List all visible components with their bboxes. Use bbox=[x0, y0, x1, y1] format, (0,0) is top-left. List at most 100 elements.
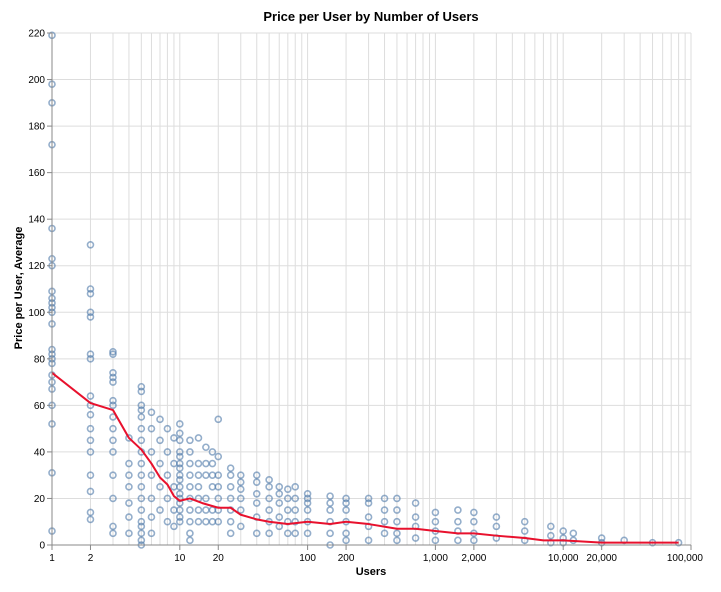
data-point bbox=[291, 517, 300, 526]
data-point bbox=[214, 415, 223, 424]
data-point bbox=[156, 483, 164, 491]
trend-line bbox=[51, 371, 679, 544]
data-point bbox=[326, 499, 334, 507]
data-point bbox=[176, 448, 184, 456]
data-point bbox=[125, 499, 133, 507]
data-point bbox=[214, 471, 223, 479]
data-point bbox=[109, 529, 117, 538]
data-point bbox=[163, 494, 172, 503]
data-point bbox=[186, 536, 194, 545]
x-tick-label: 20 bbox=[213, 553, 225, 564]
data-point bbox=[226, 483, 235, 491]
data-point bbox=[202, 459, 210, 468]
data-point bbox=[342, 494, 350, 503]
data-point bbox=[236, 471, 245, 479]
data-point bbox=[170, 522, 178, 531]
data-point bbox=[380, 506, 389, 514]
data-point bbox=[137, 387, 146, 396]
data-point bbox=[275, 499, 284, 507]
data-point bbox=[109, 471, 117, 479]
data-point bbox=[411, 499, 420, 507]
data-point bbox=[236, 494, 245, 503]
x-tick-label: 2,000 bbox=[461, 553, 486, 564]
data-point bbox=[214, 517, 223, 526]
data-point bbox=[291, 494, 300, 503]
data-point bbox=[147, 448, 156, 456]
data-point bbox=[202, 494, 210, 503]
data-point bbox=[194, 434, 203, 442]
data-point bbox=[86, 410, 95, 419]
data-point bbox=[226, 529, 235, 538]
data-point bbox=[202, 471, 210, 479]
data-point bbox=[283, 485, 292, 493]
data-point bbox=[194, 471, 203, 479]
y-tick-label: 180 bbox=[28, 122, 45, 133]
data-point bbox=[176, 464, 184, 473]
y-tick-label: 20 bbox=[34, 494, 46, 505]
y-tick-label: 80 bbox=[34, 354, 46, 365]
data-point bbox=[265, 494, 273, 503]
data-point bbox=[252, 478, 261, 486]
data-point bbox=[194, 517, 203, 526]
data-point bbox=[137, 471, 146, 479]
data-point bbox=[86, 487, 95, 496]
x-tick-label: 100,000 bbox=[667, 553, 704, 564]
data-point bbox=[470, 517, 478, 526]
data-point bbox=[137, 506, 146, 514]
data-point bbox=[236, 522, 245, 531]
data-point bbox=[109, 373, 117, 382]
data-point bbox=[176, 483, 184, 491]
data-point bbox=[86, 350, 95, 358]
data-point bbox=[547, 522, 555, 531]
data-point bbox=[86, 308, 95, 317]
data-point bbox=[431, 517, 440, 526]
data-point bbox=[86, 355, 95, 363]
data-point bbox=[520, 527, 529, 535]
data-point bbox=[163, 471, 172, 479]
data-point bbox=[283, 494, 292, 503]
grid bbox=[51, 32, 692, 546]
data-point bbox=[86, 424, 95, 433]
data-point bbox=[109, 494, 117, 503]
data-point bbox=[326, 529, 334, 538]
data-point bbox=[125, 459, 133, 468]
data-point bbox=[597, 534, 606, 542]
data-point bbox=[194, 459, 203, 468]
data-point bbox=[125, 513, 133, 521]
data-point bbox=[137, 529, 146, 538]
data-point bbox=[411, 534, 420, 542]
data-point bbox=[109, 424, 117, 433]
data-point bbox=[137, 436, 146, 445]
data-point bbox=[137, 406, 146, 414]
data-point bbox=[176, 436, 184, 445]
data-point bbox=[137, 522, 146, 531]
data-point bbox=[342, 506, 350, 514]
data-point bbox=[380, 529, 389, 538]
data-point bbox=[147, 529, 156, 538]
data-point bbox=[86, 313, 95, 321]
data-point bbox=[194, 483, 203, 491]
data-point bbox=[303, 499, 312, 507]
data-point bbox=[431, 536, 440, 545]
data-point bbox=[86, 289, 95, 298]
data-point bbox=[283, 506, 292, 514]
data-point bbox=[176, 517, 184, 526]
data-point bbox=[147, 513, 156, 521]
data-point bbox=[252, 489, 261, 498]
data-point bbox=[176, 471, 184, 479]
data-point bbox=[137, 413, 146, 421]
data-point bbox=[393, 536, 401, 545]
data-point bbox=[176, 459, 184, 468]
data-point bbox=[176, 513, 184, 521]
data-point bbox=[163, 448, 172, 456]
data-point bbox=[303, 506, 312, 514]
data-point bbox=[125, 483, 133, 491]
data-point bbox=[202, 517, 210, 526]
x-tick-label: 20,000 bbox=[586, 553, 617, 564]
data-point bbox=[86, 240, 95, 249]
data-point bbox=[275, 489, 284, 498]
data-point bbox=[291, 529, 300, 538]
data-point bbox=[109, 522, 117, 531]
data-point bbox=[226, 517, 235, 526]
